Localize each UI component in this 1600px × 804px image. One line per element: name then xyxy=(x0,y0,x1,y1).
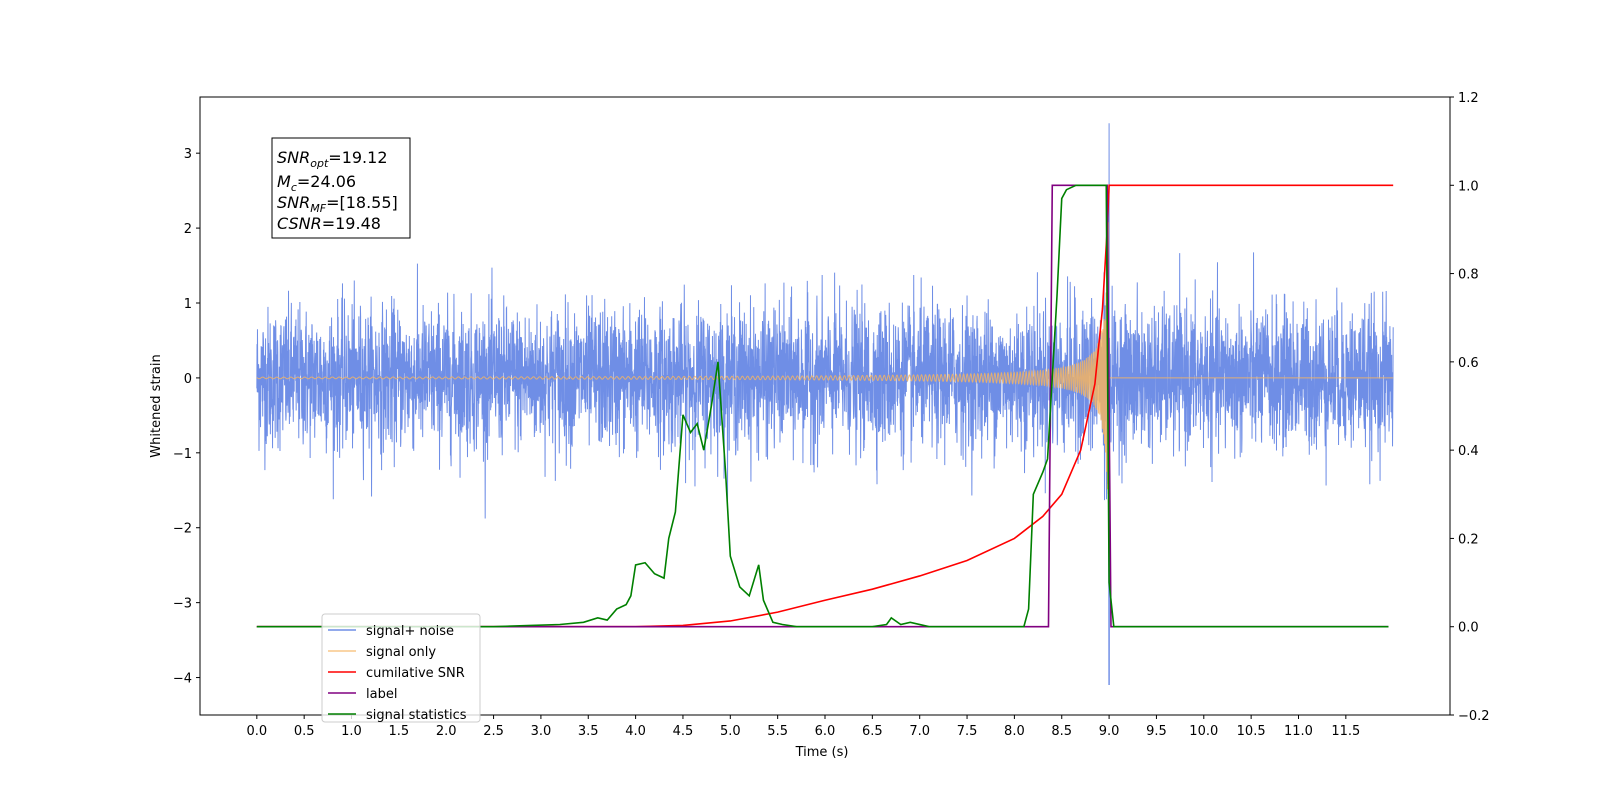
x-tick-label: 8.0 xyxy=(1004,724,1025,739)
x-tick-label: 0.0 xyxy=(246,724,267,739)
x-tick-label: 5.5 xyxy=(767,724,788,739)
x-tick-label: 3.5 xyxy=(578,724,599,739)
x-tick-label: 10.5 xyxy=(1237,724,1266,739)
left-tick-label: −1 xyxy=(173,447,192,462)
x-tick-label: 6.5 xyxy=(862,724,883,739)
annotation-csnr: CSNR=19.48 xyxy=(277,214,381,233)
right-tick-label: 0.0 xyxy=(1458,621,1479,636)
x-tick-label: 1.5 xyxy=(389,724,410,739)
legend-entry-label: cumilative SNR xyxy=(366,666,465,681)
series-cumulative-snr xyxy=(256,184,1394,628)
x-tick-label: 6.0 xyxy=(815,724,836,739)
left-tick-label: 3 xyxy=(184,147,192,162)
x-tick-label: 11.0 xyxy=(1284,724,1313,739)
right-axis: 1.2 1.0 0.8 0.6 0.4 0.2 0.0 −0.2 xyxy=(1450,91,1490,724)
x-tick-label: 11.5 xyxy=(1331,724,1360,739)
annotation-snr-mf: SNRMF=[18.55] xyxy=(277,193,398,215)
left-tick-label: 1 xyxy=(184,297,192,312)
series-signal-only xyxy=(256,222,1394,514)
y-axis-label: Whitened strain xyxy=(149,354,164,457)
right-tick-label: 1.0 xyxy=(1458,179,1479,194)
right-tick-label: 0.2 xyxy=(1458,532,1479,547)
x-tick-label: 10.0 xyxy=(1189,724,1218,739)
annotation-mc: Mc=24.06 xyxy=(277,172,356,194)
legend-entry-label: signal+ noise xyxy=(366,624,454,639)
left-tick-label: 2 xyxy=(184,222,192,237)
x-tick-label: 3.0 xyxy=(531,724,552,739)
x-tick-label: 8.5 xyxy=(1051,724,1072,739)
series-layer xyxy=(256,123,1394,686)
right-tick-label: 0.4 xyxy=(1458,444,1479,459)
x-tick-label: 7.5 xyxy=(957,724,978,739)
right-tick-label: 1.2 xyxy=(1458,91,1479,106)
legend-entry-label: signal statistics xyxy=(366,708,467,723)
right-tick-label: −0.2 xyxy=(1458,709,1490,724)
x-tick-label: 5.0 xyxy=(720,724,741,739)
x-tick-label: 2.5 xyxy=(483,724,504,739)
x-tick-label: 4.5 xyxy=(673,724,694,739)
x-tick-label: 7.0 xyxy=(909,724,930,739)
x-axis: 0.0 0.5 1.0 1.5 2.0 2.5 3.0 3.5 4.0 4.5 5.0 5.5 6.0 6… xyxy=(246,715,1360,739)
series-signal-statistics xyxy=(256,184,1389,628)
x-tick-label: 2.0 xyxy=(436,724,457,739)
x-axis-label: Time (s) xyxy=(795,745,849,760)
annotation-box: SNRopt=19.12 Mc=24.06 SNRMF=[18.55] CSNR… xyxy=(271,137,411,239)
series-signal-noise xyxy=(256,123,1394,686)
x-tick-label: 9.0 xyxy=(1099,724,1120,739)
left-tick-label: −2 xyxy=(173,522,192,537)
left-axis: 3 2 1 0 −1 −2 −3 −4 xyxy=(173,147,200,687)
legend-entry-label: signal only xyxy=(366,645,436,660)
legend: signal+ noise signal only cumilative SNR la… xyxy=(321,613,481,723)
annotation-frame xyxy=(271,137,411,239)
left-tick-label: −4 xyxy=(173,672,192,687)
legend-frame xyxy=(321,613,481,723)
x-tick-label: 1.0 xyxy=(341,724,362,739)
legend-entry-label: label xyxy=(366,687,397,702)
left-tick-label: 0 xyxy=(184,372,192,387)
x-tick-label: 9.5 xyxy=(1146,724,1167,739)
x-tick-label: 0.5 xyxy=(294,724,315,739)
annotation-snr-opt: SNRopt=19.12 xyxy=(277,148,388,170)
right-tick-label: 0.6 xyxy=(1458,356,1479,371)
right-tick-label: 0.8 xyxy=(1458,268,1479,283)
left-tick-label: −3 xyxy=(173,597,192,612)
x-tick-label: 4.0 xyxy=(625,724,646,739)
